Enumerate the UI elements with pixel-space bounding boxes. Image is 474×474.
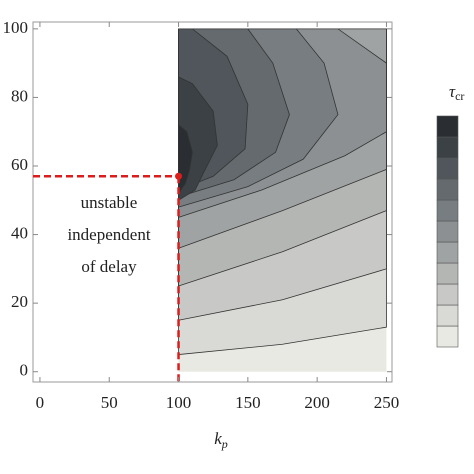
- colorbar-label-sub: cr: [455, 89, 464, 103]
- y-tick-label: 100: [3, 18, 29, 37]
- y-tick-label: 0: [20, 361, 29, 380]
- colorbar-swatch: [436, 178, 459, 201]
- colorbar-swatch: [436, 283, 459, 306]
- x-tick-label: 100: [166, 393, 192, 412]
- annotation: unstable: [81, 193, 138, 212]
- critical-point: [175, 172, 183, 180]
- colorbar-swatch: [436, 304, 459, 327]
- colorbar-label-base: τ: [449, 82, 456, 101]
- y-tick-label: 20: [11, 292, 28, 311]
- colorbar-swatch: [436, 157, 459, 180]
- x-axis-label-base: k: [214, 429, 222, 448]
- x-axis-label: kp: [214, 429, 228, 451]
- y-tick-label: 60: [11, 155, 28, 174]
- y-tick-label: 40: [11, 223, 28, 242]
- x-tick-label: 50: [101, 393, 118, 412]
- colorbar-swatch: [436, 199, 459, 222]
- colorbar-label: τcr: [449, 82, 464, 103]
- annotation: of delay: [81, 257, 137, 276]
- x-tick-label: 200: [304, 393, 330, 412]
- colorbar-swatch: [436, 220, 459, 243]
- colorbar-swatch: [436, 325, 459, 348]
- x-tick-label: 250: [374, 393, 400, 412]
- colorbar-swatch: [436, 115, 459, 138]
- annotation: independent: [67, 225, 150, 244]
- colorbar-swatch: [436, 262, 459, 285]
- x-tick-label: 0: [36, 393, 45, 412]
- plot-area: [33, 28, 387, 382]
- x-tick-label: 150: [235, 393, 261, 412]
- x-axis-label-sub: p: [221, 437, 228, 451]
- y-tick-label: 80: [11, 86, 28, 105]
- colorbar-swatch: [436, 136, 459, 159]
- colorbar-swatch: [436, 241, 459, 264]
